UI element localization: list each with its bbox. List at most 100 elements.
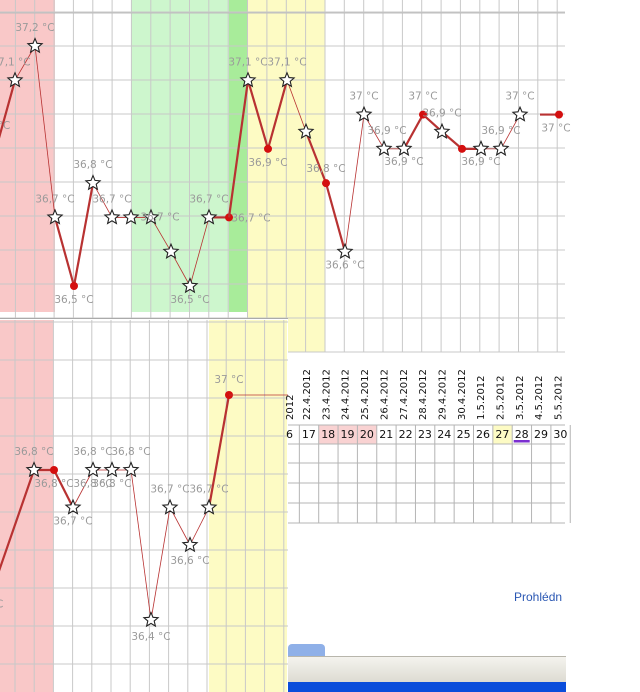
data-label: 37 °C — [541, 123, 570, 135]
date-tick: 24.4.2012 — [341, 369, 352, 420]
series-segment — [72, 182, 95, 287]
day-number: 19 — [341, 428, 355, 441]
upper-series: °C 37,1 °C 37,2 °C 36,7 °C 36,5 °C 36,8 °C 36,… — [0, 22, 571, 306]
data-label: 37 °C — [349, 91, 378, 103]
data-label: °C — [0, 120, 10, 132]
point-star — [84, 461, 102, 478]
data-label: 36,5 °C — [170, 294, 209, 306]
day-underline — [513, 440, 530, 443]
data-label: 36,9 °C — [461, 156, 500, 168]
point-star — [395, 139, 413, 157]
date-tick: 29.4.2012 — [437, 369, 448, 420]
data-label: 36,7 °C — [53, 516, 92, 528]
series-segment — [324, 182, 347, 253]
day-number: 23 — [418, 428, 432, 441]
data-label: 36,8 °C — [73, 478, 112, 490]
data-label: 36,7 °C — [140, 211, 179, 223]
series-segment — [0, 79, 17, 139]
day-number: 24 — [437, 428, 451, 441]
point-star — [103, 208, 121, 225]
date-tick: 2.5.2012 — [496, 375, 507, 420]
series-segment — [34, 45, 56, 218]
data-label: °C — [0, 599, 3, 611]
point-star — [103, 461, 121, 478]
data-label: 37,1 °C — [0, 56, 31, 68]
data-label: 36,9 °C — [422, 108, 461, 120]
day-cell-highlight — [357, 425, 377, 444]
point-dot — [458, 144, 466, 153]
data-label: 36,7 °C — [150, 484, 189, 496]
lower-series: °C36,8 °C36,8 °C36,7 °C36,8 °C36,8 °C36,… — [0, 374, 288, 643]
series-segment — [0, 469, 36, 572]
data-label: 37,1 °C — [267, 56, 306, 68]
day-cell-highlight — [338, 425, 358, 444]
series-segment — [189, 507, 210, 546]
date-axis: 6 17 18 19 20 21 22 23 24 25 26 27 28 29 30 2012 22.4.20… — [285, 369, 567, 443]
point-star — [278, 71, 296, 88]
series-segment — [150, 507, 171, 621]
point-star — [472, 139, 490, 157]
date-tick: 23.4.2012 — [321, 369, 332, 420]
point-dot — [419, 110, 427, 119]
day-number: 30 — [553, 428, 567, 441]
series-segment — [304, 131, 328, 184]
day-table — [279, 424, 571, 524]
point-star — [142, 611, 160, 628]
band-pink — [0, 320, 53, 692]
point-dot — [555, 110, 563, 119]
date-tick: 27.4.2012 — [399, 369, 410, 420]
day-number: 26 — [476, 428, 490, 441]
window-tab[interactable] — [288, 644, 325, 656]
data-label: 36,8 °C — [92, 478, 131, 490]
day-cell-highlight — [318, 425, 339, 444]
date-tick: 26.4.2012 — [379, 369, 390, 420]
point-star — [6, 71, 24, 88]
point-star — [239, 71, 257, 88]
data-label: 36,7 °C — [35, 193, 74, 205]
series-segment — [344, 114, 365, 252]
day-number: 20 — [360, 428, 374, 441]
data-label: 36,8 °C — [34, 478, 73, 490]
view-link[interactable]: Prohlédn — [514, 590, 563, 604]
band-yellow — [209, 320, 287, 692]
day-number: 25 — [457, 428, 471, 441]
point-star — [200, 208, 218, 225]
point-star — [162, 242, 180, 259]
data-label: 36,7 °C — [92, 193, 131, 205]
series-segment — [266, 79, 289, 150]
data-label: 37 °C — [214, 374, 243, 386]
data-label: 36,9 °C — [248, 157, 287, 169]
data-label: 36,8 °C — [306, 163, 345, 175]
data-label: 36,9 °C — [481, 125, 520, 137]
point-star — [511, 105, 529, 122]
point-star — [122, 461, 140, 478]
series-segment — [53, 469, 74, 508]
partial-date-tick: 2012 — [285, 395, 296, 420]
band-pink — [0, 0, 55, 312]
series-segment — [286, 80, 307, 132]
day-cell-highlight — [492, 425, 513, 444]
point-star — [25, 461, 43, 478]
point-star — [297, 122, 315, 139]
series-segment — [403, 114, 424, 150]
point-star — [181, 277, 199, 294]
point-star — [375, 139, 393, 157]
point-star — [200, 498, 218, 515]
window-toolbar — [288, 656, 566, 683]
date-tick: 30.4.2012 — [457, 369, 468, 420]
point-star — [26, 37, 44, 54]
taskbar-strip — [288, 682, 566, 692]
day-number: 29 — [534, 428, 548, 441]
date-tick: 25.4.2012 — [360, 369, 371, 420]
point-star — [355, 105, 373, 122]
day-number: 21 — [379, 428, 393, 441]
point-star — [46, 208, 64, 225]
data-label: 36,8 °C — [14, 446, 53, 458]
point-star — [181, 536, 199, 553]
data-label: 36,5 °C — [54, 294, 93, 306]
data-label: 37 °C — [505, 91, 534, 103]
upper-chart-background — [0, 0, 325, 352]
series-segment — [53, 217, 76, 287]
series-segment — [207, 394, 231, 508]
